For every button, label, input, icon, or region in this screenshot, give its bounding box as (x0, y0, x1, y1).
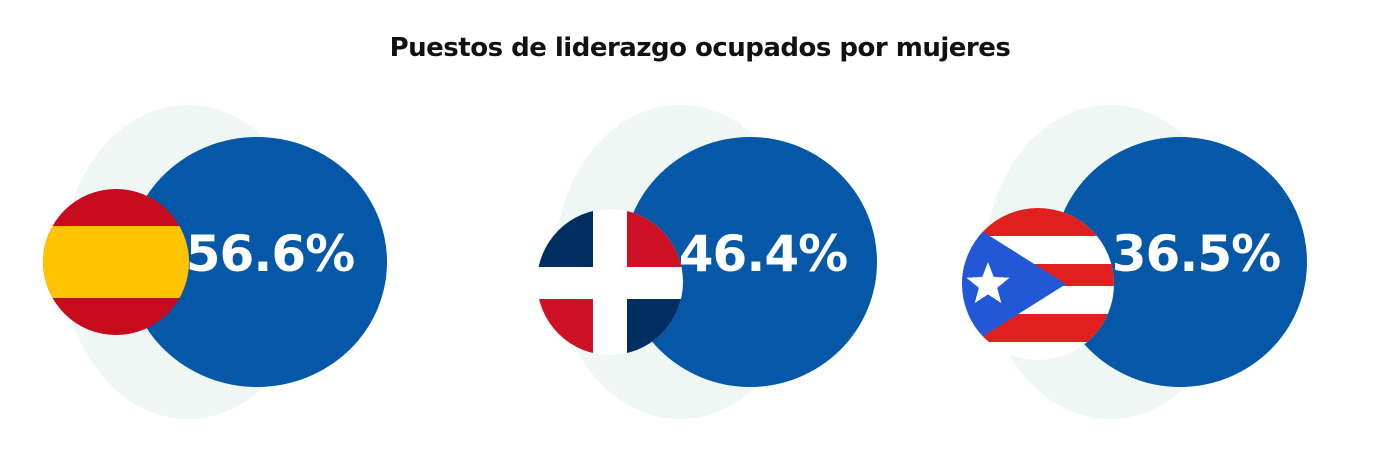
stat-item-2 (537, 105, 877, 419)
spain-flag-icon (43, 189, 189, 335)
puerto-rico-flag-icon (962, 208, 1114, 360)
value-circle (127, 137, 387, 387)
stat-value-3: 36.5% (1111, 225, 1281, 283)
stat-item-3 (962, 105, 1307, 419)
stat-item-1 (43, 105, 387, 419)
stat-value-2: 46.4% (678, 225, 848, 283)
value-circle (623, 137, 877, 387)
chart-title: Puestos de liderazgo ocupados por mujere… (389, 33, 1011, 63)
value-circle (1053, 137, 1307, 387)
stat-value-1: 56.6% (185, 225, 355, 283)
